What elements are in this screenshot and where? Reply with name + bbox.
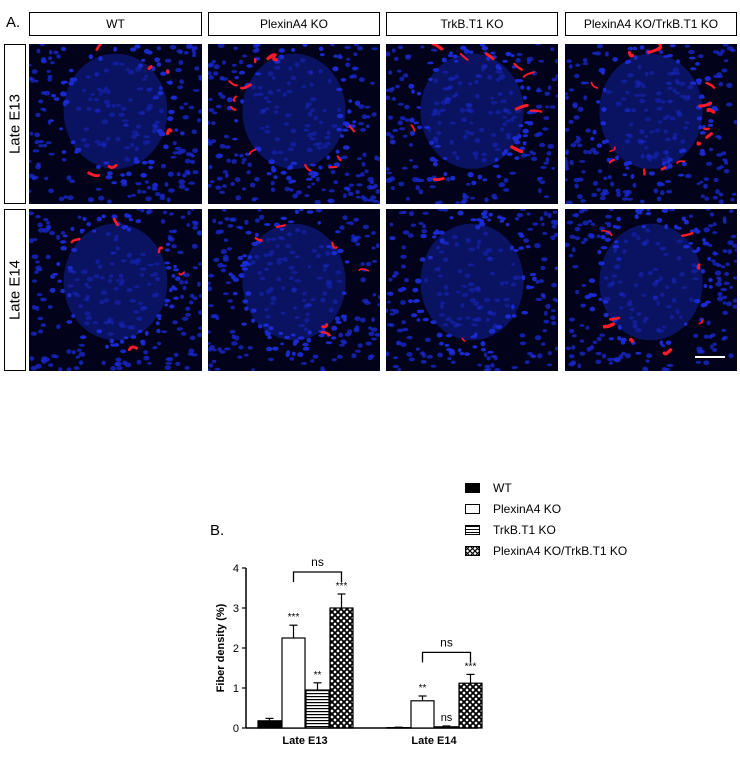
micrograph-wt-late-e13 xyxy=(29,44,202,204)
bar-plexina4-ko-trkb-t1-ko-late-e13 xyxy=(329,607,354,729)
column-header-double-ko: PlexinA4 KO/TrkB.T1 KO xyxy=(565,12,737,36)
bar-wt-late-e13 xyxy=(257,720,282,729)
legend-item-wt: WT xyxy=(465,481,512,495)
bar-trkb-t1-ko-late-e13 xyxy=(305,689,330,729)
legend-label-trkb-t1-ko: TrkB.T1 KO xyxy=(493,523,556,537)
significance-label: ** xyxy=(419,683,427,694)
legend-item-double-ko: PlexinA4 KO/TrkB.T1 KO xyxy=(465,544,627,558)
legend-label-wt: WT xyxy=(493,481,512,495)
column-header-plexina4-ko: PlexinA4 KO xyxy=(208,12,380,36)
column-header-trkb-t1-ko: TrkB.T1 KO xyxy=(386,12,558,36)
comparison-bracket xyxy=(292,571,343,582)
column-header-wt: WT xyxy=(29,12,202,36)
comparison-bracket xyxy=(421,651,472,663)
row-header-late-e14: Late E14 xyxy=(4,209,26,371)
y-tick-label: 0 xyxy=(233,723,239,735)
comparison-label: ns xyxy=(311,555,324,569)
micrograph-trkb-t1-ko-late-e14 xyxy=(386,209,558,371)
y-axis-label: Fiber density (%) xyxy=(215,603,227,692)
micrograph-double-ko-late-e14 xyxy=(565,209,737,371)
significance-label: *** xyxy=(465,661,477,672)
legend-swatch-wt xyxy=(465,483,480,493)
y-tick-label: 4 xyxy=(233,563,239,575)
bar-plexina4-ko-late-e14 xyxy=(410,700,435,729)
legend-item-trkb-t1-ko: TrkB.T1 KO xyxy=(465,523,556,537)
row-header-late-e13: Late E13 xyxy=(4,44,26,204)
bar-plexina4-ko-late-e13 xyxy=(281,637,306,729)
micrograph-wt-late-e14 xyxy=(29,209,202,371)
panel-a-label: A. xyxy=(6,14,21,31)
legend-swatch-plexina4-ko xyxy=(465,504,480,514)
significance-label: ns xyxy=(441,712,453,724)
comparison-label: ns xyxy=(440,635,453,649)
x-tick-label: Late E13 xyxy=(282,735,327,747)
x-tick-label: Late E14 xyxy=(411,735,457,747)
y-tick-label: 2 xyxy=(233,643,239,655)
micrograph-trkb-t1-ko-late-e13 xyxy=(386,44,558,204)
significance-label: *** xyxy=(288,612,300,623)
legend-item-plexina4-ko: PlexinA4 KO xyxy=(465,502,561,516)
panel-b-label: B. xyxy=(210,522,225,539)
bar-trkb-t1-ko-late-e14 xyxy=(434,726,459,729)
micrograph-plexina4-ko-late-e13 xyxy=(208,44,380,204)
bar-plexina4-ko-trkb-t1-ko-late-e14 xyxy=(458,682,483,729)
legend-swatch-double-ko xyxy=(465,546,480,556)
y-tick-label: 1 xyxy=(233,683,239,695)
significance-label: *** xyxy=(336,581,348,592)
legend-label-double-ko: PlexinA4 KO/TrkB.T1 KO xyxy=(493,544,628,558)
legend-label-plexina4-ko: PlexinA4 KO xyxy=(493,502,562,516)
significance-label: ** xyxy=(314,670,322,681)
micrograph-double-ko-late-e13 xyxy=(565,44,737,204)
legend-swatch-trkb-t1-ko xyxy=(465,525,480,535)
micrograph-plexina4-ko-late-e14 xyxy=(208,209,380,371)
y-tick-label: 3 xyxy=(233,603,239,615)
